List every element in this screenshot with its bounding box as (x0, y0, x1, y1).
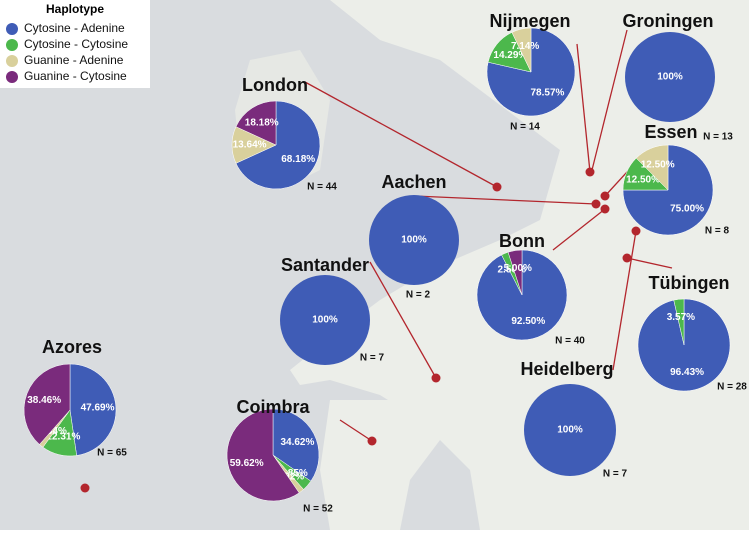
site-name: Tübingen (649, 273, 730, 293)
site-name: Coimbra (236, 397, 310, 417)
pie-slice (235, 100, 321, 190)
slice-label: 14.29% (493, 50, 527, 61)
pie-slice (280, 275, 370, 365)
slice-label: 13.64% (233, 140, 267, 151)
site-dot (431, 373, 441, 383)
sample-size: N = 7 (603, 469, 628, 480)
leader-line (304, 81, 498, 188)
site-dot (591, 199, 601, 209)
site-dot (600, 191, 610, 201)
slice-label: 100% (312, 315, 338, 326)
site-dot (600, 204, 610, 214)
site-name: Heidelberg (520, 359, 613, 379)
slice-label: 3.85% (279, 468, 307, 479)
site-name: Bonn (499, 231, 545, 251)
legend-label: Guanine - Adenine (24, 53, 124, 67)
pie-slice (23, 363, 71, 445)
pie-slice (272, 408, 320, 482)
slice-label: 5.00% (504, 263, 532, 274)
pie-slice (69, 363, 117, 456)
pie-slice (235, 100, 277, 146)
site-name: Aachen (381, 172, 446, 192)
slice-label: 2.50% (497, 265, 525, 276)
pie-slice (524, 384, 616, 476)
slice-label: 18.18% (245, 117, 279, 128)
slice-label: 12.50% (626, 174, 660, 185)
leader-line (576, 43, 591, 173)
pie-slice (369, 195, 459, 285)
slice-label: 78.57% (531, 87, 565, 98)
slice-label: 47.69% (81, 403, 115, 414)
sample-size: N = 44 (307, 182, 337, 193)
pie-slice (635, 144, 669, 191)
sample-size: N = 28 (717, 382, 747, 393)
site-name: Azores (42, 337, 102, 357)
sample-size: N = 65 (97, 448, 127, 459)
legend-swatch (6, 55, 18, 67)
pie-slice (507, 249, 523, 296)
site-dot (622, 253, 632, 263)
site-dot (492, 182, 502, 192)
pie-slice (476, 249, 568, 341)
slice-label: 100% (657, 72, 683, 83)
slice-label: 75.00% (670, 204, 704, 215)
leader-line (612, 230, 637, 371)
pie-slice (673, 298, 685, 346)
sample-size: N = 13 (703, 132, 733, 143)
site-dot (585, 167, 595, 177)
legend-swatch (6, 23, 18, 35)
site-name: Santander (281, 255, 369, 275)
slice-label: 34.62% (280, 437, 314, 448)
legend-label: Cytosine - Adenine (24, 21, 125, 35)
slice-label: 59.62% (230, 458, 264, 469)
slice-label: 7.14% (511, 41, 539, 52)
pie-slice (625, 32, 715, 122)
slice-label: 100% (557, 425, 583, 436)
slice-label: 1.92% (276, 471, 304, 482)
slice-label: 12.50% (641, 160, 675, 171)
legend-label: Cytosine - Cytosine (24, 37, 128, 51)
sample-size: N = 40 (555, 336, 585, 347)
sample-size: N = 52 (303, 504, 333, 515)
site-name: Nijmegen (489, 11, 570, 31)
site-dot (631, 226, 641, 236)
sample-size: N = 14 (510, 122, 540, 133)
site-name: Essen (644, 122, 697, 142)
pie-slice (226, 408, 300, 502)
leader-line (626, 257, 673, 269)
pie-slice (486, 27, 576, 117)
sample-size: N = 7 (360, 353, 385, 364)
legend-label: Guanine - Cytosine (24, 69, 127, 83)
pie-slice (511, 27, 532, 73)
legend-title: Haplotype (46, 2, 104, 16)
slice-label: 1.54% (39, 426, 67, 437)
slice-label: 92.50% (511, 316, 545, 327)
legend-box (0, 0, 150, 88)
legend-swatch (6, 71, 18, 83)
leader-line (414, 195, 597, 205)
slice-label: 100% (401, 235, 427, 246)
leader-line (590, 29, 628, 175)
legend-swatch (6, 39, 18, 51)
leader-line (339, 419, 373, 442)
sample-size: N = 2 (406, 290, 431, 301)
pie-slice (622, 144, 714, 236)
leader-line (552, 208, 606, 251)
leader-line (369, 261, 437, 379)
land-iberia (320, 400, 440, 530)
site-dot (367, 436, 377, 446)
slice-label: 96.43% (670, 367, 704, 378)
slice-label: 38.46% (27, 395, 61, 406)
slice-label: 3.57% (667, 312, 695, 323)
site-dot (80, 483, 90, 493)
site-name: London (242, 75, 308, 95)
slice-label: 12.31% (46, 431, 80, 442)
sample-size: N = 8 (705, 226, 730, 237)
site-name: Groningen (623, 11, 714, 31)
slice-label: 68.18% (281, 154, 315, 165)
